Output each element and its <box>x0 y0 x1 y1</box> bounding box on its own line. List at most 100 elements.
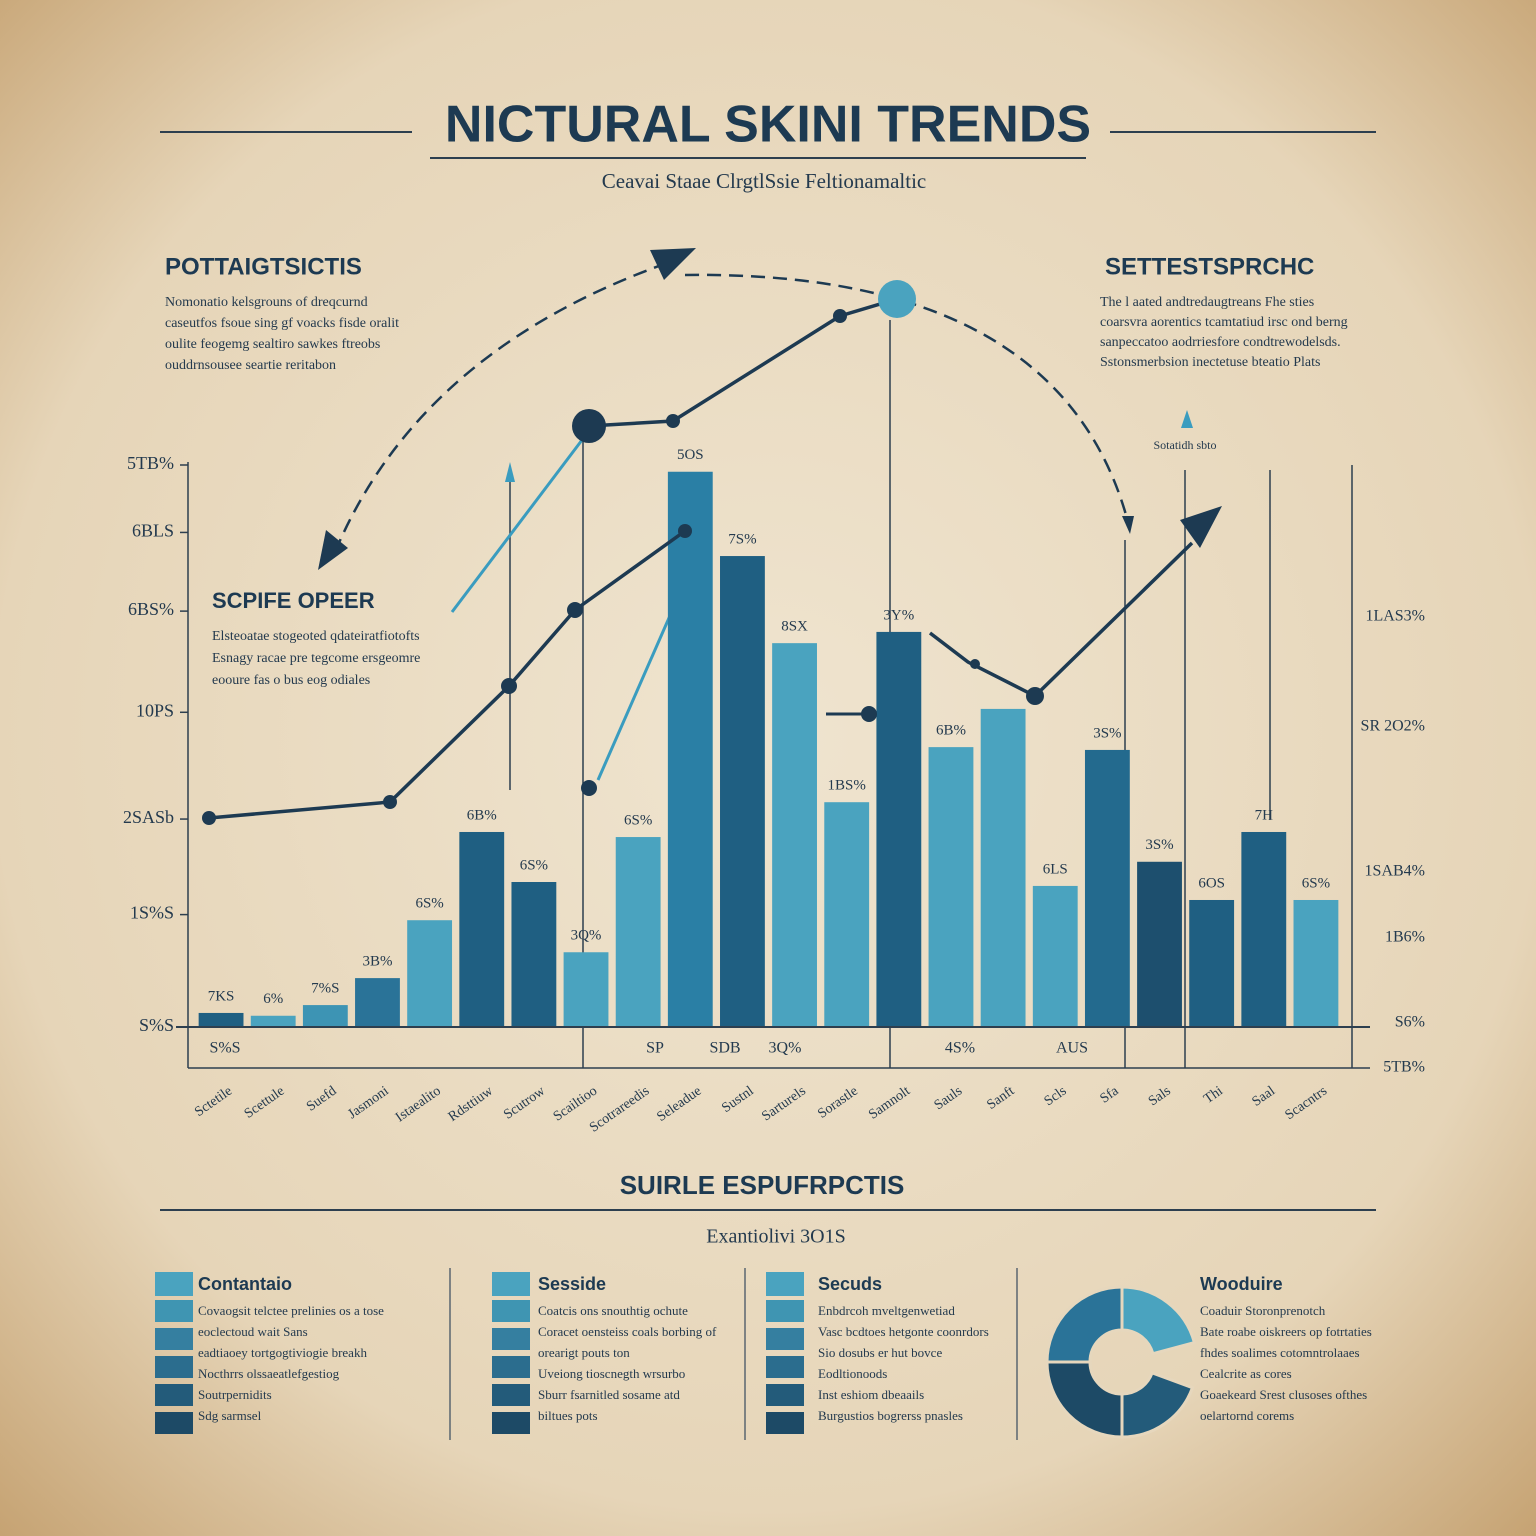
marker <box>581 780 597 796</box>
panel-text: The l aated andtredaugtreans Fhe sties <box>1100 295 1314 310</box>
column-text: Goaekeard Srest clusoses ofthes <box>1200 1387 1367 1402</box>
section-title: SUIRLE ESPUFRPCTIS <box>620 1170 905 1200</box>
donut-segment <box>1120 1285 1197 1356</box>
bar-label: 6S% <box>1302 875 1330 891</box>
baseline-label: SDB <box>709 1040 740 1057</box>
right-axis-label: 1SAB4% <box>1365 863 1425 880</box>
swatch <box>492 1384 530 1406</box>
bar-label: 3Q% <box>571 928 602 944</box>
swatch <box>492 1300 530 1322</box>
swatch <box>155 1356 193 1378</box>
marker <box>678 524 692 538</box>
marker <box>501 678 517 694</box>
column-text: Inst eshiom dbeaails <box>818 1387 924 1402</box>
panel-text: coarsvra aorentics tcamtatiud irsc ond b… <box>1100 315 1348 330</box>
title: NICTURAL SKINI TRENDS <box>445 96 1091 154</box>
overlay-lines <box>202 280 1222 825</box>
inset-text: eooure fas o bus eog odiales <box>212 673 370 688</box>
marker <box>383 795 397 809</box>
y-tick-label: 1S%S <box>130 903 174 923</box>
bar <box>1137 861 1182 1027</box>
donut <box>1045 1285 1197 1439</box>
column-text: Burgustios bogrerss pnasles <box>818 1408 963 1423</box>
column-heading: Wooduire <box>1200 1274 1283 1294</box>
bar-label: 5OS <box>677 447 704 463</box>
arrow-head <box>1122 516 1134 534</box>
bar-label: 6B% <box>467 807 497 823</box>
column-text: eoclectoud wait Sans <box>198 1324 308 1339</box>
column-text: fhdes soalimes cotomntrolaaes <box>1200 1345 1360 1360</box>
right-axis-label: S6% <box>1395 1014 1425 1031</box>
bar-label: 7H <box>1255 807 1274 823</box>
panel-text: Sstonsmerbsion inectetuse bteatio Plats <box>1100 355 1320 370</box>
bar <box>980 708 1026 1027</box>
marker <box>567 602 583 618</box>
panel-text: Nomonatio kelsgrouns of dreqcurnd <box>165 295 368 310</box>
bar-label: 3S% <box>1093 725 1121 741</box>
bar-label: 6S% <box>624 812 652 828</box>
column-text: Covaogsit telctee prelinies os a tose <box>198 1303 384 1318</box>
trend-line <box>928 541 1194 699</box>
section-subtitle: Exantiolivi 3O1S <box>706 1226 845 1248</box>
panel-text: oulite feogemg sealtiro sawkes ftreobs <box>165 337 380 352</box>
marker <box>1026 687 1044 705</box>
right-axis-label: 5TB% <box>1383 1059 1425 1076</box>
panel-heading: SETTESTSPRCHC <box>1105 253 1314 280</box>
y-tick-label: 2SASb <box>123 807 174 827</box>
bar <box>198 1012 244 1027</box>
column-text: Sio dosubs er hut bovce <box>818 1345 942 1360</box>
column-text: Cealcrite as cores <box>1200 1366 1292 1381</box>
column-text: Vasc bcdtoes hetgonte coonrdors <box>818 1324 989 1339</box>
y-tick-label: 5TB% <box>127 453 174 473</box>
swatch <box>155 1412 193 1434</box>
bar-label: 8SX <box>781 619 808 635</box>
column-text: eadtiaoey tortgogtiviogie breakh <box>198 1345 367 1360</box>
marker <box>572 409 606 443</box>
right-axis-label: 1LAS3% <box>1365 608 1425 625</box>
marker <box>970 659 980 669</box>
bar <box>1032 885 1078 1027</box>
dashed-arc <box>333 260 671 553</box>
swatch <box>766 1356 804 1378</box>
column-heading: Sesside <box>538 1274 606 1294</box>
column-text: Coracet oensteiss coals borbing of <box>538 1324 717 1339</box>
swatch <box>492 1328 530 1350</box>
column-text: Bate roabe oiskreers op fotrtaties <box>1200 1324 1372 1339</box>
teal-line <box>450 439 584 613</box>
subtitle: Ceavai Staae ClrgtlSsie Feltionamaltic <box>602 169 926 193</box>
bar-label: 6B% <box>936 723 966 739</box>
panel-text: sanpeccatoo aodrriesfore condtrewodelsds… <box>1100 335 1341 350</box>
bar-label: 1BS% <box>828 778 866 794</box>
bar-label: 6OS <box>1198 875 1225 891</box>
bar <box>250 1015 296 1027</box>
column-text: Sdg sarmsel <box>198 1408 262 1423</box>
bar <box>1189 899 1235 1027</box>
trend-line <box>588 297 898 428</box>
swatch <box>766 1384 804 1406</box>
bars <box>198 471 1339 1027</box>
bar <box>615 837 661 1027</box>
right-axis-label: SR 2O2% <box>1361 718 1425 735</box>
baseline-label: 4S% <box>945 1040 975 1057</box>
bar <box>563 952 609 1027</box>
swatch <box>492 1356 530 1378</box>
marker <box>666 414 680 428</box>
swatch <box>155 1328 193 1350</box>
baseline-label: S%S <box>209 1040 240 1057</box>
column-text: Eodltionoods <box>818 1366 887 1381</box>
column-text: Nocthrrs olssaeatlefgestiog <box>198 1366 340 1381</box>
bar-label: 6% <box>263 991 283 1007</box>
bar <box>928 747 974 1027</box>
swatch <box>766 1272 804 1296</box>
y-tick-label: S%S <box>139 1015 174 1035</box>
dashed-arc <box>684 273 1130 523</box>
column-text: Coaduir Storonprenotch <box>1200 1303 1326 1318</box>
bar <box>772 643 817 1027</box>
bar-label: 3Y% <box>883 607 914 623</box>
inset-heading: SCPIFE OPEER <box>212 588 375 613</box>
column-text: Coatcis ons snouthtig ochute <box>538 1303 688 1318</box>
donut-segment <box>1045 1360 1124 1439</box>
column-heading: Secuds <box>818 1274 882 1294</box>
baseline-label: AUS <box>1056 1040 1088 1057</box>
